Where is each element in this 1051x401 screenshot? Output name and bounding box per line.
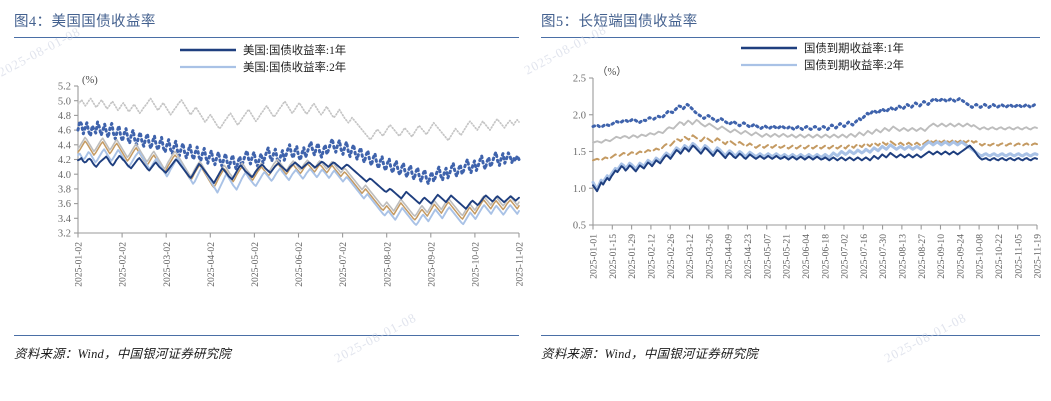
svg-text:2025-08-02: 2025-08-02 <box>382 242 393 287</box>
figure-5-title-rule <box>541 37 1040 38</box>
svg-text:4.4: 4.4 <box>58 140 72 151</box>
svg-text:2025-08-13: 2025-08-13 <box>897 234 908 279</box>
svg-text:2025-01-15: 2025-01-15 <box>608 234 619 279</box>
svg-text:（%）: （%） <box>597 66 627 78</box>
svg-text:2025-07-30: 2025-07-30 <box>878 234 889 279</box>
svg-text:3.4: 3.4 <box>58 214 72 225</box>
svg-text:2025-11-19: 2025-11-19 <box>1033 234 1041 279</box>
svg-text:2025-04-02: 2025-04-02 <box>206 242 217 287</box>
svg-text:1.0: 1.0 <box>573 184 586 195</box>
svg-text:2025-01-29: 2025-01-29 <box>627 234 638 279</box>
svg-text:5.0: 5.0 <box>58 96 71 107</box>
svg-text:2025-06-04: 2025-06-04 <box>801 234 812 279</box>
svg-text:5.2: 5.2 <box>58 82 71 93</box>
svg-text:2025-07-02: 2025-07-02 <box>338 242 349 287</box>
svg-text:2025-06-02: 2025-06-02 <box>294 242 305 287</box>
svg-text:2025-09-24: 2025-09-24 <box>955 234 966 279</box>
svg-text:0.5: 0.5 <box>573 221 586 232</box>
svg-text:2025-03-26: 2025-03-26 <box>704 234 715 279</box>
svg-text:4.0: 4.0 <box>58 170 71 181</box>
svg-text:2025-07-02: 2025-07-02 <box>840 234 851 279</box>
svg-text:2025-01-02: 2025-01-02 <box>74 242 85 287</box>
svg-text:2025-02-02: 2025-02-02 <box>118 242 129 287</box>
svg-text:美国:国债收益率:1年: 美国:国债收益率:1年 <box>243 43 346 57</box>
svg-text:2025-08-27: 2025-08-27 <box>917 234 928 279</box>
svg-text:2025-05-02: 2025-05-02 <box>250 242 261 287</box>
svg-text:2.5: 2.5 <box>573 74 586 85</box>
svg-text:3.2: 3.2 <box>58 229 71 240</box>
svg-text:2025-07-16: 2025-07-16 <box>859 234 870 279</box>
svg-text:2025-09-10: 2025-09-10 <box>936 234 947 279</box>
svg-text:3.6: 3.6 <box>58 199 71 210</box>
svg-text:国债到期收益率:2年: 国债到期收益率:2年 <box>804 58 904 72</box>
svg-text:2.0: 2.0 <box>573 110 586 121</box>
svg-text:2025-10-02: 2025-10-02 <box>471 242 482 287</box>
svg-text:美国:国债收益率:2年: 美国:国债收益率:2年 <box>243 60 346 74</box>
figure-4-chart: 美国:国债收益率:1年 美国:国债收益率:2年 (%) 3.2 3.4 3.6 3.8 4.0… <box>14 38 525 335</box>
figure-5-source: 资料来源：Wind，中国银河证券研究院 <box>541 347 758 361</box>
svg-text:2025-03-12: 2025-03-12 <box>685 234 696 279</box>
figure-5-chart: 国债到期收益率:1年 国债到期收益率:2年 （%） 0.5 1.0 1.5 2.0 2.5 20… <box>541 38 1041 335</box>
svg-text:2025-04-23: 2025-04-23 <box>743 234 754 279</box>
svg-text:国债到期收益率:1年: 国债到期收益率:1年 <box>804 41 904 55</box>
figure-4-title: 图4：美国国债收益率 <box>14 14 156 30</box>
svg-text:2025-04-09: 2025-04-09 <box>724 234 735 279</box>
figure-4-source: 资料来源：Wind，中国银河证券研究院 <box>14 347 231 361</box>
svg-text:2025-10-08: 2025-10-08 <box>975 234 986 279</box>
figure-5-title: 图5：长短端国债收益率 <box>541 14 698 30</box>
figure-panel-5: 图5：长短端国债收益率 国债到期收益率:1年 国债到期收益率:2年 （%） 0.5 1.… <box>525 0 1050 401</box>
svg-text:4.8: 4.8 <box>58 111 71 122</box>
svg-text:2025-09-02: 2025-09-02 <box>426 242 437 287</box>
figure-panel-4: 图4：美国国债收益率 美国:国债收益率:1年 美国:国债收益率:2年 (%) 3.2 3… <box>0 0 525 401</box>
svg-text:2025-06-18: 2025-06-18 <box>820 234 831 279</box>
svg-text:4.6: 4.6 <box>58 126 71 137</box>
figure-4-footer-rule <box>14 335 519 336</box>
svg-text:4.2: 4.2 <box>58 155 71 166</box>
svg-text:2025-02-12: 2025-02-12 <box>647 234 658 279</box>
figure-5-footer-rule <box>541 335 1040 336</box>
svg-text:(%): (%) <box>82 75 98 86</box>
svg-text:2025-05-07: 2025-05-07 <box>762 234 773 279</box>
svg-text:2025-11-02: 2025-11-02 <box>515 242 525 287</box>
svg-text:2025-10-22: 2025-10-22 <box>994 234 1005 279</box>
svg-text:1.5: 1.5 <box>573 147 586 158</box>
svg-text:2025-03-02: 2025-03-02 <box>162 242 173 287</box>
svg-text:3.8: 3.8 <box>58 185 71 196</box>
svg-text:2025-11-05: 2025-11-05 <box>1013 234 1024 279</box>
svg-text:2025-01-01: 2025-01-01 <box>589 234 600 279</box>
svg-text:2025-05-21: 2025-05-21 <box>782 234 793 279</box>
svg-text:2025-02-26: 2025-02-26 <box>666 234 677 279</box>
figure-4-title-rule <box>14 37 519 38</box>
